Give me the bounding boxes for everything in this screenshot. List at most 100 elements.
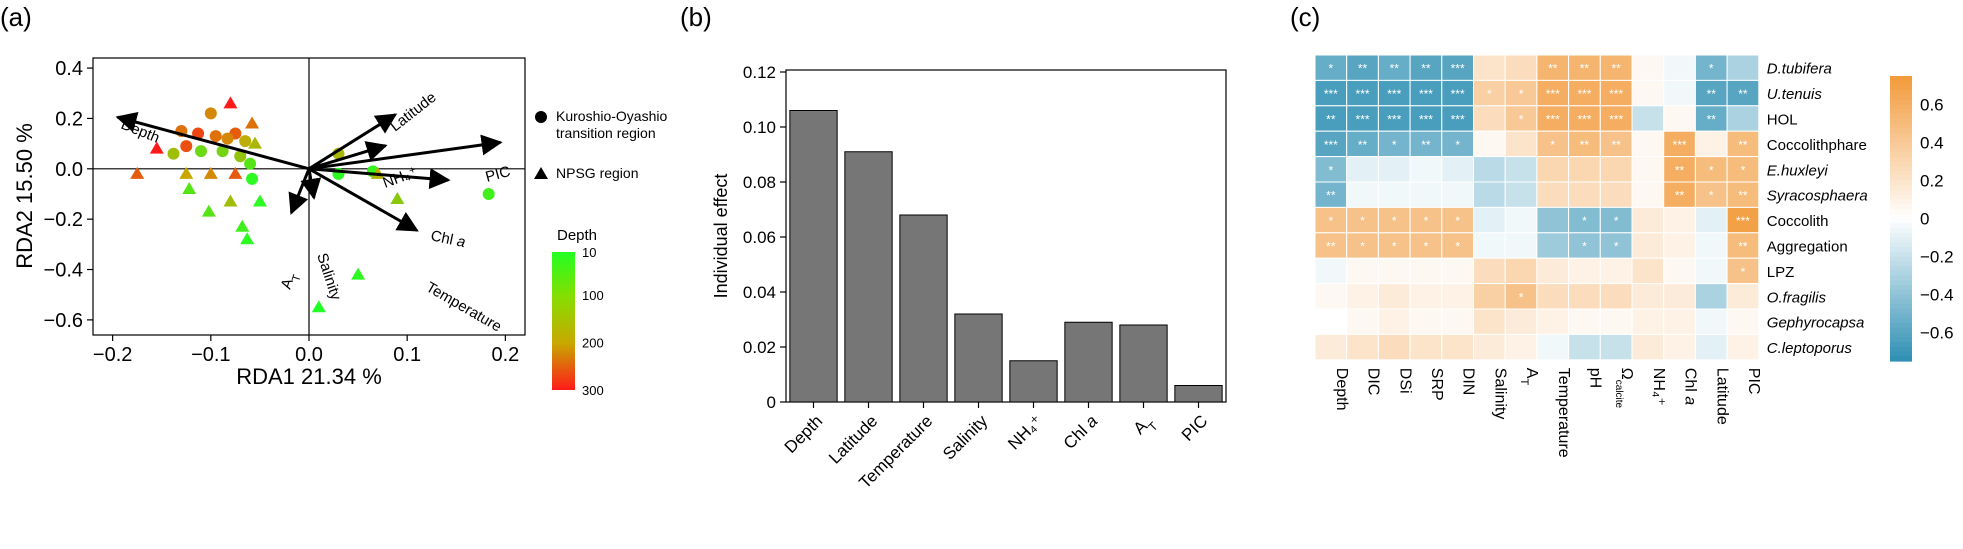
significance-marker: *** (1546, 113, 1560, 127)
heatmap-cell (1409, 79, 1443, 107)
heatmap-cell (1346, 333, 1379, 361)
significance-marker: *** (1451, 113, 1465, 127)
heatmap-cell (1599, 156, 1633, 183)
correlation-colorbar-segment (1890, 123, 1912, 129)
heatmap-cell (1694, 130, 1728, 158)
heatmap-row-label: C.leptoporus (1767, 340, 1853, 357)
heatmap-cell (1473, 105, 1506, 132)
rda-y-tick-label: −0.4 (44, 260, 83, 282)
significance-marker: *** (1673, 138, 1687, 152)
effect-bar (899, 214, 948, 403)
heatmap-cell (1568, 181, 1601, 208)
significance-marker: * (1519, 113, 1524, 127)
correlation-colorbar-segment (1890, 237, 1912, 243)
sample-point-triangle (351, 267, 366, 280)
significance-marker: ** (1358, 138, 1368, 152)
sample-point-circle (239, 135, 252, 148)
bar-plot-frame (785, 69, 1227, 403)
significance-marker: * (1741, 265, 1746, 279)
heatmap-cell (1441, 308, 1475, 335)
rda-vector-label: Latitude (387, 89, 440, 135)
significance-marker: ** (1738, 87, 1748, 101)
rda-vector-arrow (288, 168, 311, 215)
rda-vector-arrow (308, 141, 388, 171)
heatmap-cell (1473, 257, 1506, 285)
significance-marker: *** (1387, 87, 1401, 101)
rda-x-tick-label: −0.1 (191, 344, 230, 366)
correlation-colorbar-tick-label: −0.6 (1920, 324, 1954, 343)
correlation-colorbar-segment (1890, 351, 1912, 357)
significance-marker: * (1741, 163, 1746, 177)
correlation-colorbar-segment (1890, 318, 1912, 324)
significance-marker: *** (1324, 138, 1338, 152)
bar-x-tick-label: NH₄⁺ (1004, 411, 1046, 453)
effect-bar (1009, 360, 1058, 403)
correlation-colorbar-tick-label: 0 (1920, 210, 1929, 229)
significance-marker: * (1519, 87, 1524, 101)
legend-circle-label-line2: transition region (556, 125, 656, 141)
bar-x-tick-label: Depth (781, 411, 827, 457)
bar-y-tick-label: 0 (767, 393, 776, 412)
correlation-colorbar-segment (1890, 261, 1912, 267)
significance-marker: *** (1419, 87, 1433, 101)
heatmap-cell (1346, 283, 1379, 310)
bar-y-axis-label: Individual effect (711, 174, 731, 299)
sample-point-circle (246, 172, 259, 185)
significance-marker: ** (1707, 113, 1717, 127)
heatmap-cell (1694, 283, 1728, 310)
heatmap-cell (1663, 257, 1696, 285)
heatmap-cell (1441, 79, 1475, 107)
heatmap-cell (1441, 257, 1475, 285)
correlation-colorbar-tick-label: 0.4 (1920, 134, 1944, 153)
heatmap-cell (1409, 308, 1443, 335)
effect-bar (1174, 385, 1223, 403)
heatmap-cell (1314, 54, 1348, 81)
heatmap-row-label: Coccolithphare (1767, 137, 1867, 154)
heatmap-cell (1663, 333, 1696, 361)
significance-marker: ** (1611, 62, 1621, 76)
correlation-colorbar-segment (1890, 289, 1912, 296)
correlation-colorbar-segment (1890, 247, 1912, 253)
heatmap-cell (1536, 156, 1570, 183)
correlation-colorbar-segment (1890, 175, 1912, 182)
bar-y-tick-label: 0.12 (743, 63, 776, 82)
panel-c-label: (c) (1290, 2, 1320, 32)
heatmap-cell (1631, 308, 1665, 335)
heatmap-cell (1631, 105, 1665, 132)
correlation-colorbar-segment (1890, 308, 1912, 315)
rda-x-tick-label: 0.1 (393, 344, 421, 366)
heatmap-cell (1409, 232, 1443, 259)
rda-vector-label: Depth (119, 116, 162, 147)
significance-marker: *** (1546, 87, 1560, 101)
correlation-colorbar-segment (1890, 218, 1912, 224)
significance-marker: *** (1324, 87, 1338, 101)
heatmap-cell (1441, 333, 1475, 361)
heatmap-cell (1473, 283, 1506, 310)
effect-bar (1119, 324, 1168, 403)
correlation-colorbar-segment (1890, 332, 1912, 338)
depth-colorbar-title: Depth (557, 227, 597, 244)
heatmap-cell (1473, 206, 1506, 234)
correlation-colorbar-segment (1890, 185, 1912, 191)
sample-point-triangle (240, 232, 255, 245)
heatmap-column-label: SRP (1428, 368, 1445, 401)
heatmap-row-label: U.tenuis (1767, 86, 1823, 103)
heatmap-cell (1726, 283, 1760, 310)
significance-marker: * (1455, 240, 1460, 254)
heatmap-cell (1504, 257, 1538, 285)
correlation-colorbar-segment (1890, 199, 1912, 205)
sample-point-triangle (223, 194, 238, 207)
significance-marker: * (1582, 214, 1587, 228)
correlation-colorbar-segment (1890, 90, 1912, 96)
heatmap-cell (1599, 206, 1633, 234)
heatmap-cell (1568, 130, 1601, 158)
heatmap-cell (1377, 105, 1411, 132)
heatmap-cell (1473, 232, 1506, 259)
sample-point-triangle (182, 181, 197, 194)
significance-marker: ** (1611, 138, 1621, 152)
heatmap-cell (1568, 333, 1601, 361)
heatmap-cell (1377, 308, 1411, 335)
correlation-colorbar-tick-label: 0.2 (1920, 172, 1944, 191)
significance-marker: *** (1419, 113, 1433, 127)
